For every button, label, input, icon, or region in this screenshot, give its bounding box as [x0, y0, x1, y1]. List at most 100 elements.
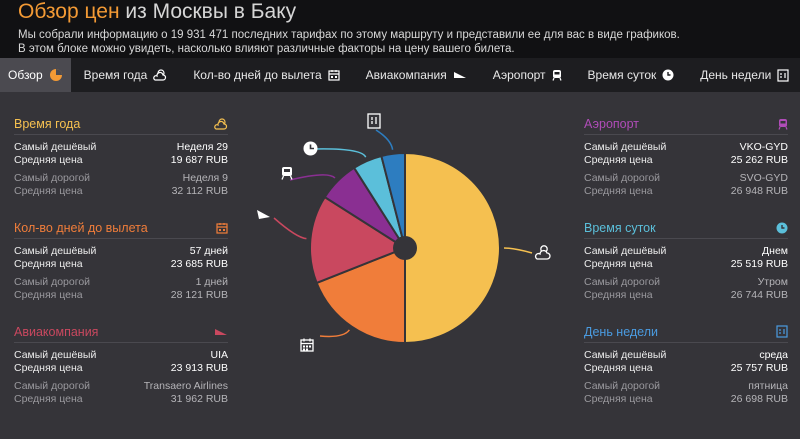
tab-season[interactable]: Время года — [71, 58, 181, 92]
tab-airline[interactable]: Авиакомпания — [353, 58, 480, 92]
row-label: Самый дорогой — [584, 276, 661, 288]
weather-icon — [153, 69, 167, 81]
expensive-row: Самый дорогой SVO-GYD — [584, 172, 788, 185]
row-label: Самый дешёвый — [14, 245, 97, 257]
panel-title-text: Кол-во дней до вылета — [14, 220, 148, 235]
panel-title-text: День недели — [584, 324, 658, 339]
expensive-row: Самый дорогой Утром — [584, 276, 788, 289]
avg-row: Средняя цена 28 121 RUB — [14, 289, 228, 302]
weather-icon — [534, 245, 551, 260]
title-prefix: Обзор цен — [18, 0, 120, 23]
panel-title-days: Кол-во дней до вылета — [14, 219, 228, 239]
tab-bar: Обзор Время года Кол-во дней до вылета А… — [0, 58, 800, 92]
tab-days-before[interactable]: Кол-во дней до вылета — [180, 58, 352, 92]
row-label: Средняя цена — [14, 185, 83, 197]
row-value: UIA — [210, 349, 228, 361]
page-title: Обзор цен из Москвы в Баку — [18, 0, 800, 24]
pie-icon — [49, 69, 62, 81]
cheapest-row: Самый дешёвый среда — [584, 349, 788, 362]
avg-row: Средняя цена 31 962 RUB — [14, 393, 228, 406]
tab-label: День недели — [700, 68, 772, 82]
row-value: пятница — [748, 380, 788, 392]
day-icon — [776, 325, 788, 338]
row-label: Средняя цена — [584, 185, 653, 197]
row-label: Самый дешёвый — [14, 349, 97, 361]
panel-title-text: Авиакомпания — [14, 324, 99, 339]
slice-season[interactable] — [404, 151, 501, 345]
row-label: Средняя цена — [584, 393, 653, 405]
tab-label: Аэропорт — [492, 68, 546, 82]
row-label: Средняя цена — [14, 154, 83, 166]
tab-airport[interactable]: Аэропорт — [480, 58, 575, 92]
description-line-2: В этом блоке можно увидеть, насколько вл… — [18, 43, 515, 55]
row-label: Самый дешёвый — [584, 141, 667, 153]
weather-icon — [214, 117, 228, 130]
tab-label: Время года — [83, 68, 148, 82]
cheapest-row: Самый дешёвый VKO-GYD — [584, 141, 788, 154]
row-label: Самый дорогой — [14, 276, 91, 288]
tab-overview[interactable]: Обзор — [0, 58, 71, 92]
calendar-icon — [300, 338, 314, 352]
cheapest-row: Самый дешёвый Неделя 29 — [14, 141, 228, 154]
row-value: 23 913 RUB — [170, 362, 228, 374]
row-label: Средняя цена — [584, 154, 653, 166]
avg-row: Средняя цена 23 913 RUB — [14, 362, 228, 375]
avg-row: Средняя цена 26 744 RUB — [584, 289, 788, 302]
train-icon — [551, 70, 562, 81]
slice-days[interactable] — [315, 246, 406, 345]
row-value: Transaero Airlines — [143, 380, 228, 392]
pie-center-hole — [393, 236, 417, 260]
row-label: Средняя цена — [584, 289, 653, 301]
panel-season: Время года Самый дешёвый Неделя 29 Средня… — [14, 115, 228, 198]
slice-weekday[interactable] — [380, 151, 406, 249]
row-label: Средняя цена — [14, 393, 83, 405]
row-value: 28 121 RUB — [170, 289, 228, 301]
expensive-row: Самый дорогой Transaero Airlines — [14, 380, 228, 393]
row-label: Средняя цена — [584, 258, 653, 270]
avg-row: Средняя цена 25 757 RUB — [584, 362, 788, 375]
row-label: Самый дорогой — [584, 172, 661, 184]
row-label: Самый дешёвый — [584, 245, 667, 257]
row-label: Самый дешёвый — [14, 141, 97, 153]
factor-pie-chart — [257, 113, 551, 352]
day-icon — [367, 113, 381, 129]
page-header: Обзор цен из Москвы в Баку Мы собрали ин… — [0, 0, 800, 58]
avg-row: Средняя цена 23 685 RUB — [14, 258, 228, 271]
panel-airline: Авиакомпания Самый дешёвый UIA Средняя це… — [14, 323, 228, 406]
tab-label: Время суток — [587, 68, 657, 82]
avg-row: Средняя цена 26 948 RUB — [584, 185, 788, 198]
row-label: Средняя цена — [584, 362, 653, 374]
row-value: 19 687 RUB — [170, 154, 228, 166]
avg-row: Средняя цена 19 687 RUB — [14, 154, 228, 167]
row-value: 26 744 RUB — [730, 289, 788, 301]
panel-title-text: Время суток — [584, 220, 656, 235]
tab-weekday[interactable]: День недели — [687, 58, 800, 92]
row-value: VKO-GYD — [739, 141, 788, 153]
row-value: 32 112 RUB — [171, 185, 228, 197]
slice-season-leader — [503, 247, 533, 254]
tab-label: Обзор — [8, 68, 43, 82]
row-value: 1 дней — [195, 276, 228, 288]
row-value: 26 698 RUB — [730, 393, 788, 405]
panel-title-time: Время суток — [584, 219, 788, 239]
slice-weekday-leader — [375, 129, 394, 150]
row-value: среда — [759, 349, 788, 361]
slice-days-leader — [319, 329, 350, 338]
panel-title-airport: Аэропорт — [584, 115, 788, 135]
panel-title-season: Время года — [14, 115, 228, 135]
day-icon — [777, 68, 789, 82]
row-label: Средняя цена — [14, 362, 83, 374]
expensive-row: Самый дорогой пятница — [584, 380, 788, 393]
row-label: Самый дорогой — [584, 380, 661, 392]
slice-airline[interactable] — [309, 195, 408, 285]
calendar-icon — [328, 70, 340, 81]
train-icon — [281, 167, 293, 180]
expensive-row: Самый дорогой Неделя 9 — [14, 172, 228, 185]
clock-icon — [303, 141, 318, 156]
panel-title-text: Аэропорт — [584, 116, 640, 131]
plane-icon — [215, 328, 227, 335]
panel-time: Время суток Самый дешёвый Днем Средняя це… — [584, 219, 788, 302]
tab-time-of-day[interactable]: Время суток — [575, 58, 688, 92]
panel-weekday: День недели Самый дешёвый среда Средняя ц… — [584, 323, 788, 406]
panel-title-text: Время года — [14, 116, 81, 131]
